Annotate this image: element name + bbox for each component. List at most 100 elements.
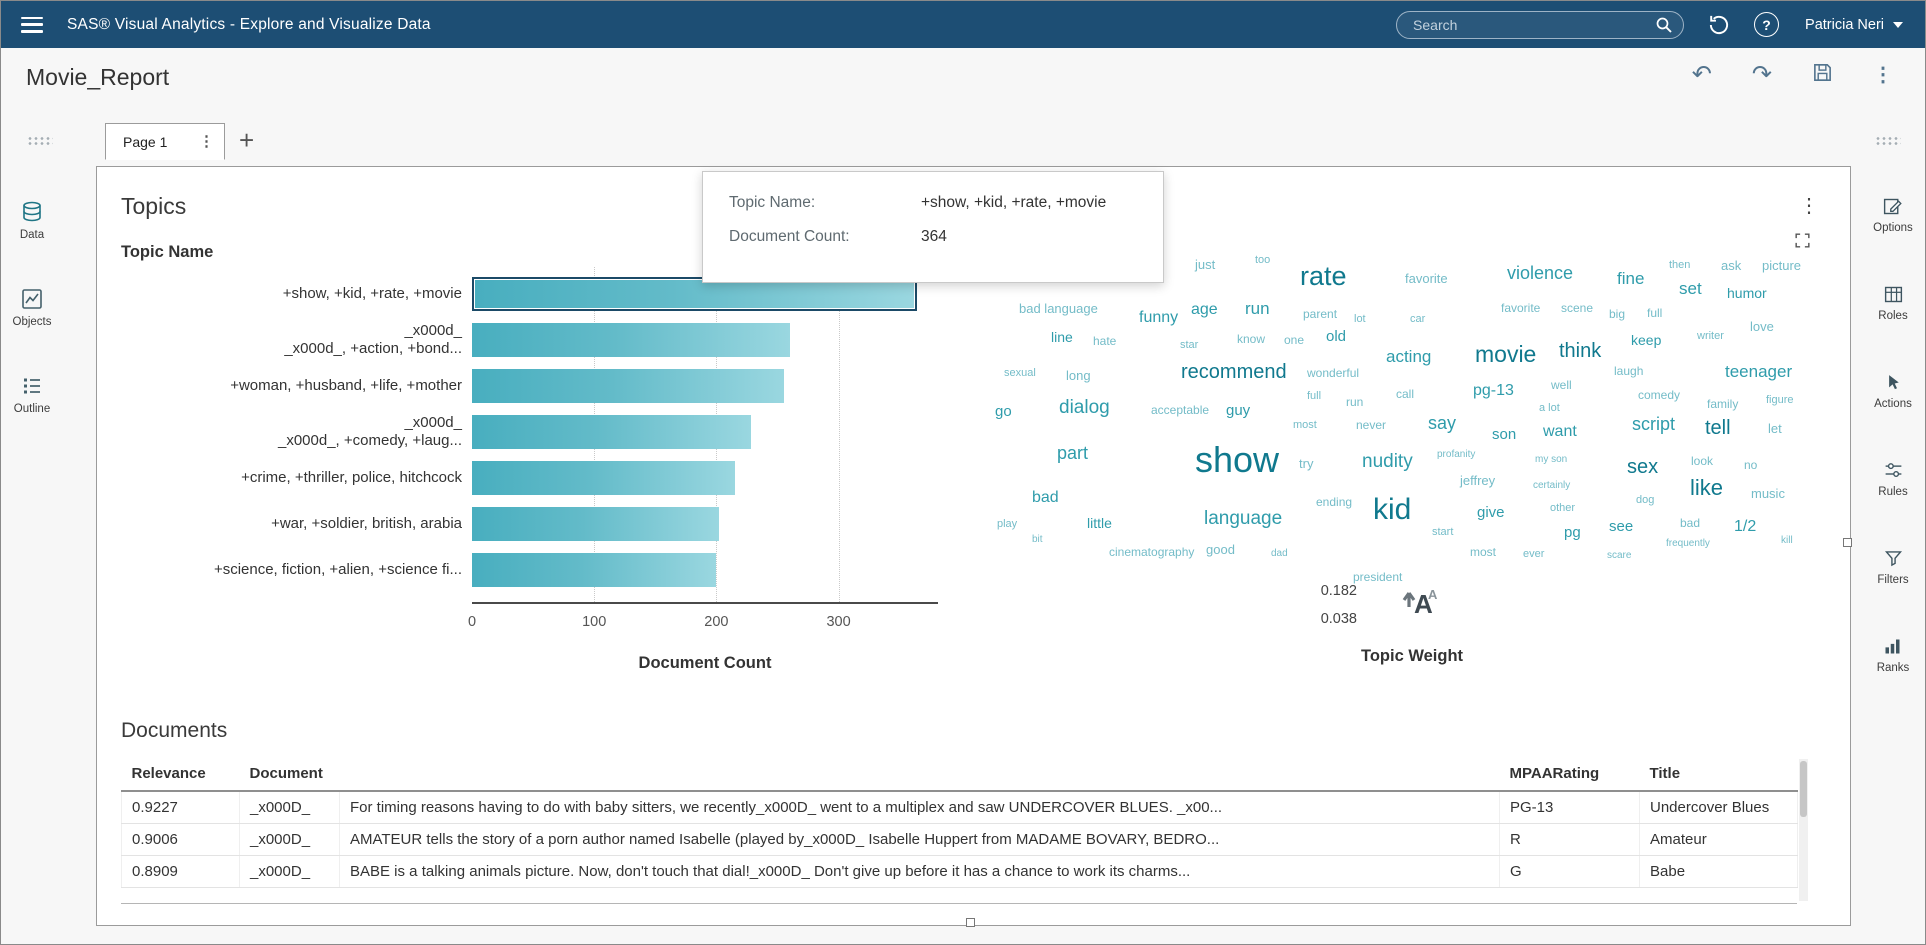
resize-handle-right[interactable] bbox=[1843, 538, 1852, 547]
column-header[interactable]: Document bbox=[239, 757, 340, 792]
wordcloud-word[interactable]: ever bbox=[1523, 548, 1545, 560]
wordcloud-word[interactable]: start bbox=[1432, 526, 1454, 538]
more-options-icon[interactable]: ⋮ bbox=[1873, 64, 1893, 86]
wordcloud-word[interactable]: just bbox=[1195, 257, 1216, 272]
wordcloud-word[interactable]: like bbox=[1690, 475, 1724, 500]
wordcloud-word[interactable]: one bbox=[1284, 333, 1305, 347]
wordcloud-word[interactable]: funny bbox=[1139, 309, 1179, 326]
help-icon[interactable]: ? bbox=[1754, 12, 1780, 37]
wordcloud-word[interactable]: certainly bbox=[1533, 480, 1571, 491]
wordcloud-word[interactable]: most bbox=[1470, 545, 1497, 559]
table-row[interactable]: 0.9227 _x000D_ For timing reasons having t… bbox=[121, 791, 1798, 824]
wordcloud-word[interactable]: favorite bbox=[1501, 301, 1541, 315]
wordcloud-word[interactable]: bit bbox=[1032, 534, 1043, 545]
wordcloud-word[interactable]: music bbox=[1751, 486, 1785, 501]
wordcloud-word[interactable]: fine bbox=[1617, 269, 1645, 288]
wordcloud-word[interactable]: comedy bbox=[1638, 388, 1681, 402]
wordcloud-word[interactable]: picture bbox=[1762, 258, 1802, 273]
wordcloud-word[interactable]: car bbox=[1410, 313, 1426, 325]
wordcloud-word[interactable]: love bbox=[1750, 319, 1774, 334]
report-canvas[interactable]: Topics Topic Name +show, +kid, +rate, +m… bbox=[96, 166, 1852, 927]
wordcloud-word[interactable]: call bbox=[1396, 387, 1415, 401]
history-icon[interactable] bbox=[1706, 12, 1732, 38]
wordcloud-word[interactable]: line bbox=[1051, 329, 1073, 345]
add-page-button[interactable]: + bbox=[239, 125, 255, 155]
resize-handle-bottom[interactable] bbox=[966, 918, 975, 927]
panel-item-options[interactable]: Options bbox=[1873, 196, 1913, 234]
wordcloud-word[interactable]: nudity bbox=[1362, 451, 1413, 472]
documents-scrollbar[interactable] bbox=[1799, 759, 1808, 901]
wordcloud-word[interactable]: kid bbox=[1373, 493, 1412, 526]
wordcloud-word[interactable]: then bbox=[1669, 259, 1691, 271]
panel-item-filters[interactable]: Filters bbox=[1877, 548, 1909, 586]
column-header[interactable]: MPAARating bbox=[1499, 757, 1640, 792]
wordcloud-word[interactable]: acting bbox=[1386, 347, 1432, 366]
wordcloud-word[interactable]: want bbox=[1543, 423, 1577, 440]
wordcloud-word[interactable]: dad bbox=[1271, 548, 1288, 559]
wordcloud-word[interactable]: bad bbox=[1680, 516, 1701, 530]
wordcloud-word[interactable]: dialog bbox=[1059, 397, 1110, 418]
wordcloud-word[interactable]: never bbox=[1356, 418, 1387, 432]
wordcloud-word[interactable]: good bbox=[1206, 542, 1235, 557]
wordcloud-word[interactable]: think bbox=[1559, 340, 1602, 362]
wordcloud-word[interactable]: profanity bbox=[1437, 449, 1476, 460]
wordcloud-word[interactable]: tell bbox=[1705, 417, 1731, 439]
bar-segment[interactable] bbox=[472, 323, 790, 357]
wordcloud-word[interactable]: pg-13 bbox=[1473, 382, 1514, 399]
wordcloud-word[interactable]: writer bbox=[1697, 330, 1724, 342]
wordcloud-word[interactable]: keep bbox=[1631, 332, 1662, 348]
wordcloud-word[interactable]: scare bbox=[1607, 550, 1632, 561]
sidebar-item-outline[interactable]: Outline bbox=[14, 374, 50, 415]
wordcloud-word[interactable]: parent bbox=[1303, 307, 1338, 321]
wordcloud-word[interactable]: laugh bbox=[1614, 364, 1644, 378]
wordcloud-word[interactable]: full bbox=[1647, 306, 1663, 320]
save-icon[interactable] bbox=[1812, 62, 1833, 88]
wordcloud-word[interactable]: rate bbox=[1300, 261, 1347, 291]
wordcloud-word[interactable]: play bbox=[997, 518, 1018, 530]
wordcloud-word[interactable]: wonderful bbox=[1307, 366, 1360, 380]
topics-menu-icon[interactable]: ⋮ bbox=[1799, 195, 1819, 217]
bar-segment[interactable] bbox=[472, 553, 717, 587]
wordcloud-word[interactable]: script bbox=[1632, 414, 1676, 434]
panel-item-ranks[interactable]: Ranks bbox=[1877, 636, 1909, 674]
documents-table[interactable]: Relevance Document MPAARating Title 0.9227 _… bbox=[121, 757, 1798, 888]
wordcloud-word[interactable]: other bbox=[1550, 502, 1576, 514]
word-cloud[interactable]: 0.182 0.038 A A Topic Weight just too rate… bbox=[967, 227, 1857, 762]
wordcloud-word[interactable]: guy bbox=[1226, 402, 1251, 419]
wordcloud-word[interactable]: lot bbox=[1354, 313, 1366, 325]
wordcloud-word[interactable]: scene bbox=[1561, 301, 1594, 315]
wordcloud-word[interactable]: language bbox=[1204, 508, 1283, 529]
wordcloud-word[interactable]: star bbox=[1180, 339, 1199, 351]
wordcloud-word[interactable]: acceptable bbox=[1151, 403, 1210, 417]
sidebar-item-data[interactable]: Data bbox=[20, 200, 44, 241]
search-icon[interactable] bbox=[1655, 16, 1673, 34]
wordcloud-word[interactable]: dog bbox=[1636, 494, 1655, 506]
panel-item-roles[interactable]: Roles bbox=[1878, 284, 1908, 322]
wordcloud-word[interactable]: long bbox=[1066, 368, 1091, 383]
wordcloud-word[interactable]: a lot bbox=[1539, 402, 1560, 414]
menu-icon[interactable] bbox=[21, 16, 43, 33]
wordcloud-word[interactable]: give bbox=[1477, 504, 1505, 521]
wordcloud-word[interactable]: full bbox=[1307, 390, 1322, 402]
tab-menu-icon[interactable]: ⋮ bbox=[199, 133, 214, 150]
table-row[interactable]: 0.9006 _x000D_ AMATEUR tells the story of … bbox=[121, 823, 1798, 856]
wordcloud-word[interactable]: part bbox=[1057, 443, 1089, 463]
redo-icon[interactable]: ↷ bbox=[1751, 61, 1772, 88]
wordcloud-word[interactable]: bad language bbox=[1019, 301, 1098, 316]
user-menu[interactable]: Patricia Neri bbox=[1805, 17, 1903, 33]
bar-segment[interactable] bbox=[472, 369, 784, 403]
wordcloud-word[interactable]: teenager bbox=[1725, 362, 1793, 381]
maximize-icon[interactable] bbox=[1793, 231, 1812, 255]
wordcloud-word[interactable]: cinematography bbox=[1109, 545, 1195, 559]
panel-item-actions[interactable]: Actions bbox=[1874, 372, 1912, 410]
wordcloud-word[interactable]: sex bbox=[1627, 456, 1659, 478]
wordcloud-word[interactable]: too bbox=[1255, 254, 1271, 266]
wordcloud-word[interactable]: well bbox=[1551, 378, 1572, 392]
scrollbar-thumb[interactable] bbox=[1800, 761, 1807, 817]
wordcloud-word[interactable]: little bbox=[1087, 515, 1112, 531]
bar-segment[interactable] bbox=[472, 415, 751, 449]
wordcloud-word[interactable]: hate bbox=[1093, 334, 1117, 348]
wordcloud-word[interactable]: favorite bbox=[1405, 271, 1448, 286]
left-pane-grip[interactable] bbox=[27, 136, 53, 146]
wordcloud-word[interactable]: say bbox=[1428, 413, 1457, 433]
